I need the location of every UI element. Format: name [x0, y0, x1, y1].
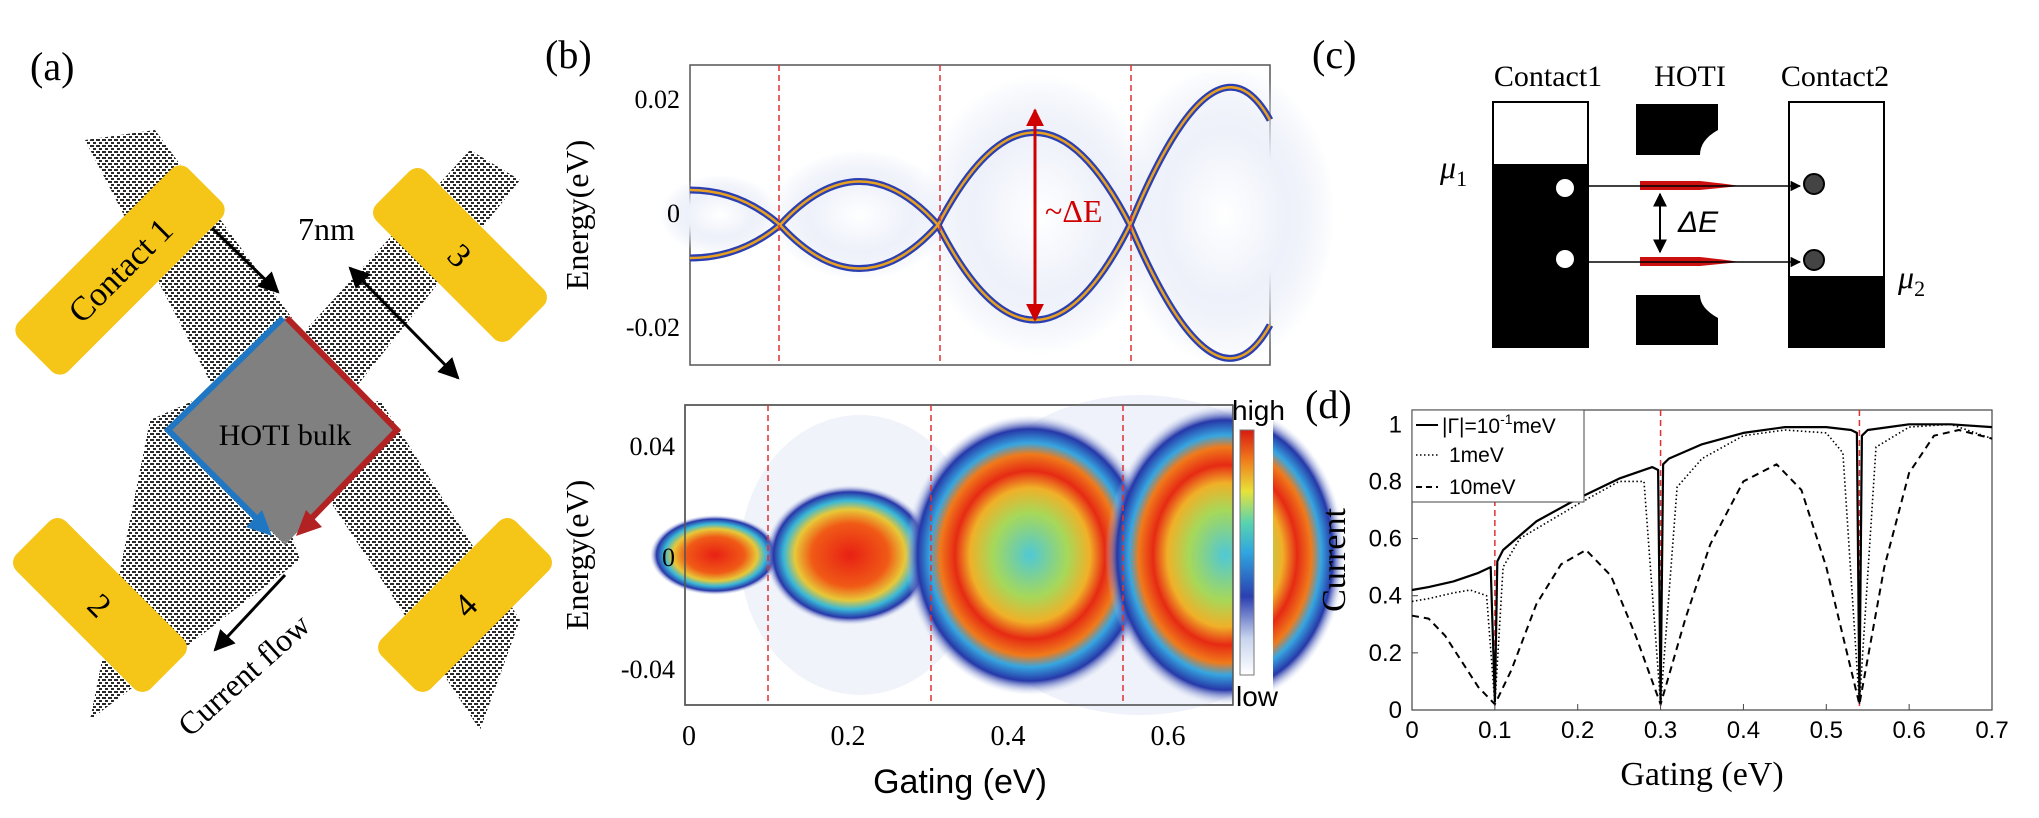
d-xticks: 0 0.1 0.2 0.3 0.4 0.5 0.6 0.7: [1405, 704, 2009, 744]
legend-dashed: 10meV: [1449, 476, 1516, 499]
contact-4: 4: [378, 518, 552, 692]
b-xtick-0: 0: [682, 721, 696, 752]
hoti-lower-block: [1636, 295, 1718, 345]
legend-solid: |Γ|=10-1meV: [1442, 411, 1556, 438]
mu1-label: μ1: [1439, 149, 1467, 191]
hoti-upper-block: [1636, 104, 1718, 155]
hoti-title: HOTI: [1654, 60, 1726, 93]
left-edge-arrowhead: [246, 510, 272, 536]
d-ytick-label-5: 1: [1389, 411, 1402, 438]
current-in-arrow: [210, 226, 280, 294]
heat-blob-4: [1105, 405, 1345, 705]
panel-b-label: (b): [545, 32, 592, 77]
heat-blob-2: [765, 485, 935, 625]
d-xtick-label-6: 0.6: [1892, 717, 1925, 744]
panel-d-label: (d): [1305, 382, 1352, 427]
panel-b: (b): [545, 32, 1345, 801]
d-xtick-label-3: 0.3: [1644, 717, 1677, 744]
hoti-bulk-label: HOTI bulk: [219, 419, 351, 452]
top-ytick-2: -0.02: [626, 313, 680, 342]
panel-b-bottom-plot: 0.04 0 -0.04 0 0.2 0.4 0.6 Gating (eV) E…: [559, 395, 1345, 801]
d-xtick-label-7: 0.7: [1975, 717, 2008, 744]
heat-blob-1: [650, 515, 780, 595]
empty-state-upper: [1803, 173, 1825, 195]
d-ytick-label-3: 0.6: [1369, 526, 1402, 553]
contact1-filled: [1493, 164, 1588, 347]
panel-a-label: (a): [30, 44, 74, 89]
mu2-label: μ2: [1897, 259, 1925, 301]
width-label: 7nm: [298, 211, 355, 247]
d-xtick-label-4: 0.4: [1727, 717, 1760, 744]
d-xtick-label-2: 0.2: [1561, 717, 1594, 744]
b-xtick-2: 0.4: [991, 721, 1026, 752]
bottom-ytick-2: -0.04: [621, 655, 675, 684]
top-ytick-0: 0.02: [635, 85, 681, 114]
width-arrow: [348, 266, 460, 380]
top-ytick-1: 0: [667, 199, 680, 228]
d-xtick-label-1: 0.1: [1478, 717, 1511, 744]
top-ylabel: Energy(eV): [559, 140, 595, 290]
contact2-title: Contact2: [1781, 60, 1889, 93]
contact2-filled: [1789, 276, 1884, 347]
heat-blob-3: [905, 415, 1155, 695]
gap-label: ~ΔE: [1045, 193, 1102, 229]
d-series-solid: [1411, 423, 1993, 703]
panel-a: (a) HOTI bulk Contact 1 3 2 4: [13, 44, 552, 743]
filled-state-upper: [1556, 179, 1574, 197]
d-ytick-label-0: 0: [1389, 697, 1402, 724]
d-legend: |Γ|=10-1meV 1meV 10meV: [1411, 409, 1585, 503]
legend-dotted: 1meV: [1449, 444, 1504, 467]
bottom-ytick-0: 0.04: [630, 432, 676, 461]
d-xlabel: Gating (eV): [1620, 756, 1783, 793]
d-xtick-label-5: 0.5: [1810, 717, 1843, 744]
panel-d: (d) 0 0.1 0.2 0.3 0.4 0.5 0.6 0.7 0 0.2 0.4 0.6 0.8…: [1305, 382, 2009, 793]
colorbar-high-label: high: [1232, 395, 1285, 426]
panel-c: (c) Contact1 HOTI Contact2 ΔE μ1 μ2: [1312, 32, 1925, 348]
contact-2: 2: [13, 518, 187, 692]
contact1-title: Contact1: [1494, 60, 1602, 93]
panel-b-top-plot: ~ΔE 0.02 0 -0.02 Energy(eV): [559, 64, 1335, 366]
empty-state-lower: [1803, 249, 1825, 271]
left-edge-channel: [163, 315, 286, 528]
bottom-ytick-1: 0: [662, 543, 675, 572]
colorbar-low-label: low: [1236, 681, 1279, 712]
right-edge-channel: [284, 315, 402, 528]
colorbar: [1239, 429, 1255, 676]
delta-e-label: ΔE: [1677, 206, 1719, 239]
d-ytick-label-2: 0.4: [1369, 583, 1402, 610]
bottom-ylabel: Energy(eV): [559, 480, 595, 630]
b-xtick-3: 0.6: [1151, 721, 1186, 752]
d-ytick-label-1: 0.2: [1369, 640, 1402, 667]
right-edge-arrowhead: [296, 510, 322, 536]
filled-state-lower: [1556, 250, 1574, 268]
b-xtick-1: 0.2: [831, 721, 866, 752]
d-yticks: 0 0.2 0.4 0.6 0.8 1: [1369, 411, 1418, 724]
b-xlabel: Gating (eV): [873, 763, 1047, 801]
panel-c-label: (c): [1312, 32, 1356, 77]
d-series-dotted: [1411, 423, 1993, 706]
current-out-arrow: [213, 573, 287, 652]
d-ytick-label-4: 0.8: [1369, 468, 1402, 495]
d-xtick-label-0: 0: [1405, 717, 1418, 744]
d-ylabel: Current: [1316, 508, 1353, 612]
